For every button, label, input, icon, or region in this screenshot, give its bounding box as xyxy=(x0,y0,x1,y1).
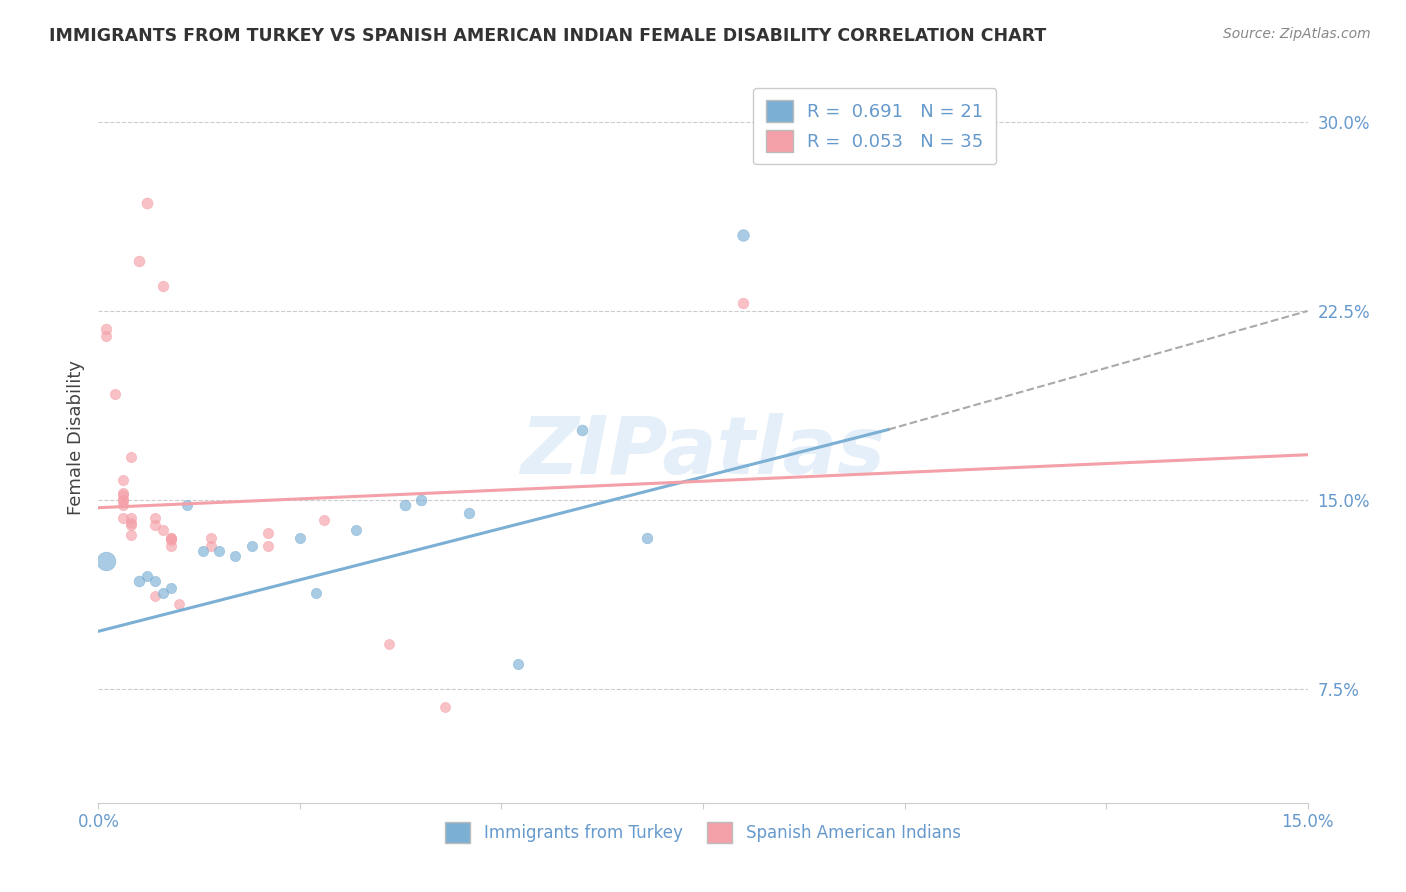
Point xyxy=(160,531,183,545)
Point xyxy=(143,518,166,533)
Point xyxy=(176,498,198,512)
Point xyxy=(111,473,134,487)
Point xyxy=(160,539,183,553)
Point xyxy=(120,518,142,533)
Point xyxy=(160,531,183,545)
Point xyxy=(120,516,142,530)
Point xyxy=(128,574,150,588)
Point xyxy=(96,554,118,568)
Y-axis label: Female Disability: Female Disability xyxy=(66,359,84,515)
Point xyxy=(143,510,166,524)
Point xyxy=(256,539,278,553)
Point xyxy=(305,586,328,600)
Point xyxy=(111,510,134,524)
Text: Source: ZipAtlas.com: Source: ZipAtlas.com xyxy=(1223,27,1371,41)
Point xyxy=(208,543,231,558)
Point xyxy=(120,528,142,542)
Point xyxy=(571,423,593,437)
Point xyxy=(240,539,263,553)
Point xyxy=(96,321,118,335)
Point xyxy=(135,195,157,210)
Point xyxy=(434,700,457,714)
Point xyxy=(143,589,166,603)
Point xyxy=(733,228,755,243)
Point xyxy=(200,539,222,553)
Text: ZIPatlas: ZIPatlas xyxy=(520,413,886,491)
Point xyxy=(152,524,174,538)
Point xyxy=(96,329,118,343)
Point xyxy=(160,582,183,596)
Point xyxy=(160,533,183,548)
Point xyxy=(314,513,336,527)
Point xyxy=(458,506,481,520)
Point xyxy=(377,637,399,651)
Point xyxy=(409,493,432,508)
Point xyxy=(256,525,278,540)
Point xyxy=(120,450,142,465)
Point xyxy=(135,569,157,583)
Legend: Immigrants from Turkey, Spanish American Indians: Immigrants from Turkey, Spanish American… xyxy=(439,815,967,849)
Point xyxy=(111,485,134,500)
Point xyxy=(288,531,311,545)
Point xyxy=(733,296,755,310)
Point xyxy=(200,531,222,545)
Point xyxy=(111,493,134,508)
Point xyxy=(394,498,416,512)
Point xyxy=(636,531,658,545)
Point xyxy=(152,278,174,293)
Point xyxy=(128,253,150,268)
Point xyxy=(224,549,246,563)
Point xyxy=(103,387,125,401)
Point xyxy=(506,657,529,671)
Point xyxy=(111,493,134,508)
Point xyxy=(111,488,134,502)
Text: IMMIGRANTS FROM TURKEY VS SPANISH AMERICAN INDIAN FEMALE DISABILITY CORRELATION : IMMIGRANTS FROM TURKEY VS SPANISH AMERIC… xyxy=(49,27,1046,45)
Point xyxy=(111,498,134,512)
Point xyxy=(152,586,174,600)
Point xyxy=(120,510,142,524)
Point xyxy=(344,524,367,538)
Point xyxy=(167,597,190,611)
Point xyxy=(193,543,215,558)
Point xyxy=(143,574,166,588)
